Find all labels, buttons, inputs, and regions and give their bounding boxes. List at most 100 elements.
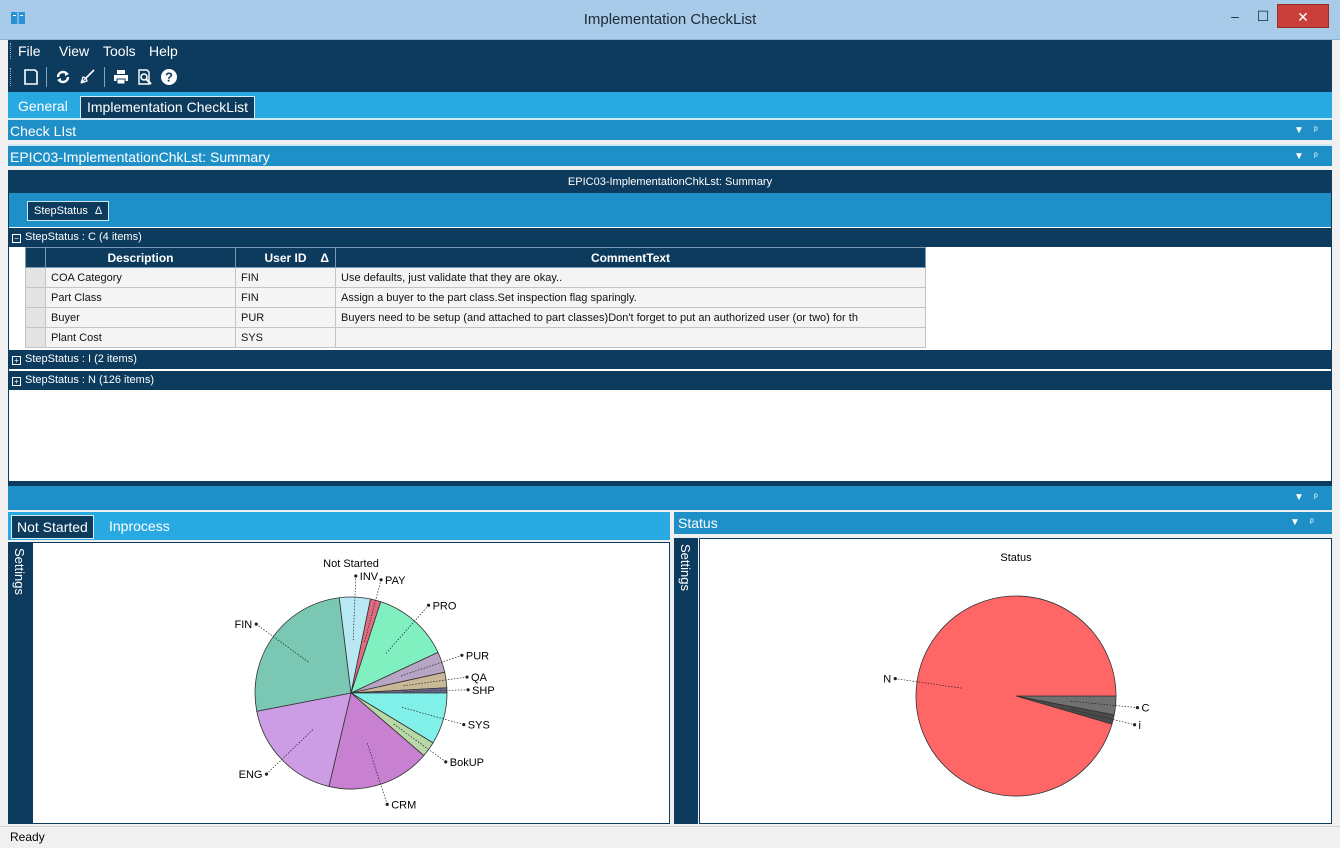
pie-label-c: C	[1141, 703, 1149, 715]
summary-panel-header: EPIC03-ImplementationChkLst: Summary ▼ ᵖ	[8, 144, 1332, 166]
cell-comment[interactable]	[335, 327, 926, 348]
pin-icon[interactable]: ᵖ	[1314, 125, 1318, 136]
leader-arrow	[426, 603, 431, 607]
collapse-group-icon[interactable]: −	[12, 234, 21, 243]
pie-label-i: i	[1139, 720, 1141, 732]
leader-arrow	[466, 688, 470, 692]
status-panel-header: Status ▼ ᵖ	[674, 512, 1332, 534]
pie-label-n: N	[883, 674, 891, 686]
cell-user-id[interactable]: FIN	[235, 267, 336, 288]
toolbar-grip[interactable]	[10, 68, 12, 86]
leader-arrow	[1135, 705, 1140, 710]
settings-label: Settings	[678, 544, 693, 591]
group-chip-label: StepStatus	[34, 205, 88, 217]
cell-description[interactable]: Buyer	[45, 307, 236, 328]
column-header-description[interactable]: Description	[45, 247, 236, 268]
cell-description[interactable]: Part Class	[45, 287, 236, 308]
sort-ascending-icon: Δ	[320, 250, 329, 265]
collapse-icon[interactable]: ▼	[1294, 151, 1304, 162]
collapse-icon[interactable]: ▼	[1294, 125, 1304, 136]
summary-grid: EPIC03-ImplementationChkLst: Summary Ste…	[8, 170, 1332, 482]
group-row-c[interactable]: − StepStatus : C (4 items)	[9, 228, 1331, 247]
group-by-stepstatus-chip[interactable]: StepStatus Δ	[27, 201, 110, 221]
toolbar: ?	[8, 62, 1332, 92]
leader-arrow	[460, 653, 464, 657]
pie-slice-n[interactable]	[915, 595, 1117, 797]
leader-arrow	[354, 574, 358, 578]
group-row-n[interactable]: + StepStatus : N (126 items)	[9, 371, 1331, 390]
menu-file[interactable]: File	[18, 43, 41, 59]
group-label: StepStatus : N (126 items)	[25, 374, 154, 386]
pie-label-bokup: BokUP	[450, 757, 484, 769]
pie-slice-fin[interactable]	[254, 597, 352, 712]
leader-arrow	[254, 622, 258, 626]
tab-general[interactable]: General	[18, 98, 68, 114]
row-selector-header	[25, 247, 46, 268]
menu-help[interactable]: Help	[149, 43, 178, 59]
cell-comment[interactable]: Use defaults, just validate that they ar…	[335, 267, 926, 288]
leader-line	[1070, 700, 1138, 708]
pin-icon[interactable]: ᵖ	[1310, 517, 1314, 528]
tab-implementation-checklist[interactable]: Implementation CheckList	[80, 96, 256, 118]
menu-bar: File View Tools Help	[8, 40, 1332, 62]
pie-label-fin: FIN	[235, 619, 253, 631]
pie-label-inv: INV	[360, 571, 379, 583]
window-title: Implementation CheckList	[583, 11, 757, 28]
expand-group-icon[interactable]: +	[12, 377, 21, 386]
dock-splitter[interactable]	[8, 482, 1332, 486]
print-preview-icon[interactable]	[136, 68, 154, 86]
new-document-icon[interactable]	[22, 68, 40, 86]
minimize-button[interactable]: –	[1231, 8, 1239, 24]
table-row[interactable]: Plant Cost SYS	[25, 327, 926, 348]
cell-comment[interactable]: Assign a buyer to the part class.Set ins…	[335, 287, 926, 308]
charts-panel-header: ▼ ᵖ	[8, 486, 1332, 510]
close-button[interactable]: ✕	[1277, 4, 1329, 28]
table-row[interactable]: Part Class FIN Assign a buyer to the par…	[25, 287, 926, 308]
tab-not-started[interactable]: Not Started	[11, 515, 94, 539]
help-icon[interactable]: ?	[160, 68, 178, 86]
table-row[interactable]: COA Category FIN Use defaults, just vali…	[25, 267, 926, 288]
chart-tabs: Not Started Inprocess	[8, 512, 670, 540]
cell-comment[interactable]: Buyers need to be setup (and attached to…	[335, 307, 926, 328]
print-icon[interactable]	[112, 68, 130, 86]
leader-line	[1069, 708, 1135, 726]
row-selector[interactable]	[25, 267, 46, 288]
column-header-commenttext[interactable]: CommentText	[335, 247, 926, 268]
pin-icon[interactable]: ᵖ	[1314, 151, 1318, 162]
not-started-chart: Not Started PRO PUR QA SHP SYS BokUP CRM ENG FIN I…	[32, 542, 670, 824]
cell-user-id[interactable]: FIN	[235, 287, 336, 308]
column-header-user-id[interactable]: User ID Δ	[235, 247, 336, 268]
tab-inprocess[interactable]: Inprocess	[109, 518, 170, 534]
settings-side-tab[interactable]: Settings	[8, 542, 32, 824]
settings-side-tab[interactable]: Settings	[674, 538, 698, 824]
row-selector[interactable]	[25, 287, 46, 308]
cell-user-id[interactable]: SYS	[235, 327, 336, 348]
cell-description[interactable]: COA Category	[45, 267, 236, 288]
status-bar: Ready	[0, 826, 1340, 848]
collapse-icon[interactable]: ▼	[1290, 517, 1300, 528]
row-selector[interactable]	[25, 307, 46, 328]
maximize-button[interactable]: ☐	[1256, 8, 1270, 24]
expand-group-icon[interactable]: +	[12, 356, 21, 365]
svg-text:?: ?	[165, 70, 173, 85]
leader-line	[895, 678, 962, 689]
group-row-i[interactable]: + StepStatus : I (2 items)	[9, 350, 1331, 369]
collapse-icon[interactable]: ▼	[1294, 492, 1304, 503]
menu-tools[interactable]: Tools	[103, 43, 136, 59]
summary-panel-title: EPIC03-ImplementationChkLst: Summary	[10, 149, 270, 165]
checklist-panel-header: Check LIst ▼ ᵖ	[8, 118, 1332, 140]
table-row[interactable]: Buyer PUR Buyers need to be setup (and a…	[25, 307, 926, 328]
clear-broom-icon[interactable]	[78, 68, 96, 86]
leader-arrow	[465, 675, 469, 679]
pie-label-pay: PAY	[385, 575, 406, 587]
refresh-icon[interactable]	[54, 68, 72, 86]
pie-label-eng: ENG	[239, 769, 263, 781]
menu-grip[interactable]	[10, 43, 12, 59]
menu-view[interactable]: View	[59, 43, 90, 59]
pin-icon[interactable]: ᵖ	[1314, 492, 1318, 503]
row-selector[interactable]	[25, 327, 46, 348]
cell-user-id[interactable]: PUR	[235, 307, 336, 328]
cell-description[interactable]: Plant Cost	[45, 327, 236, 348]
group-label: StepStatus : I (2 items)	[25, 353, 137, 365]
